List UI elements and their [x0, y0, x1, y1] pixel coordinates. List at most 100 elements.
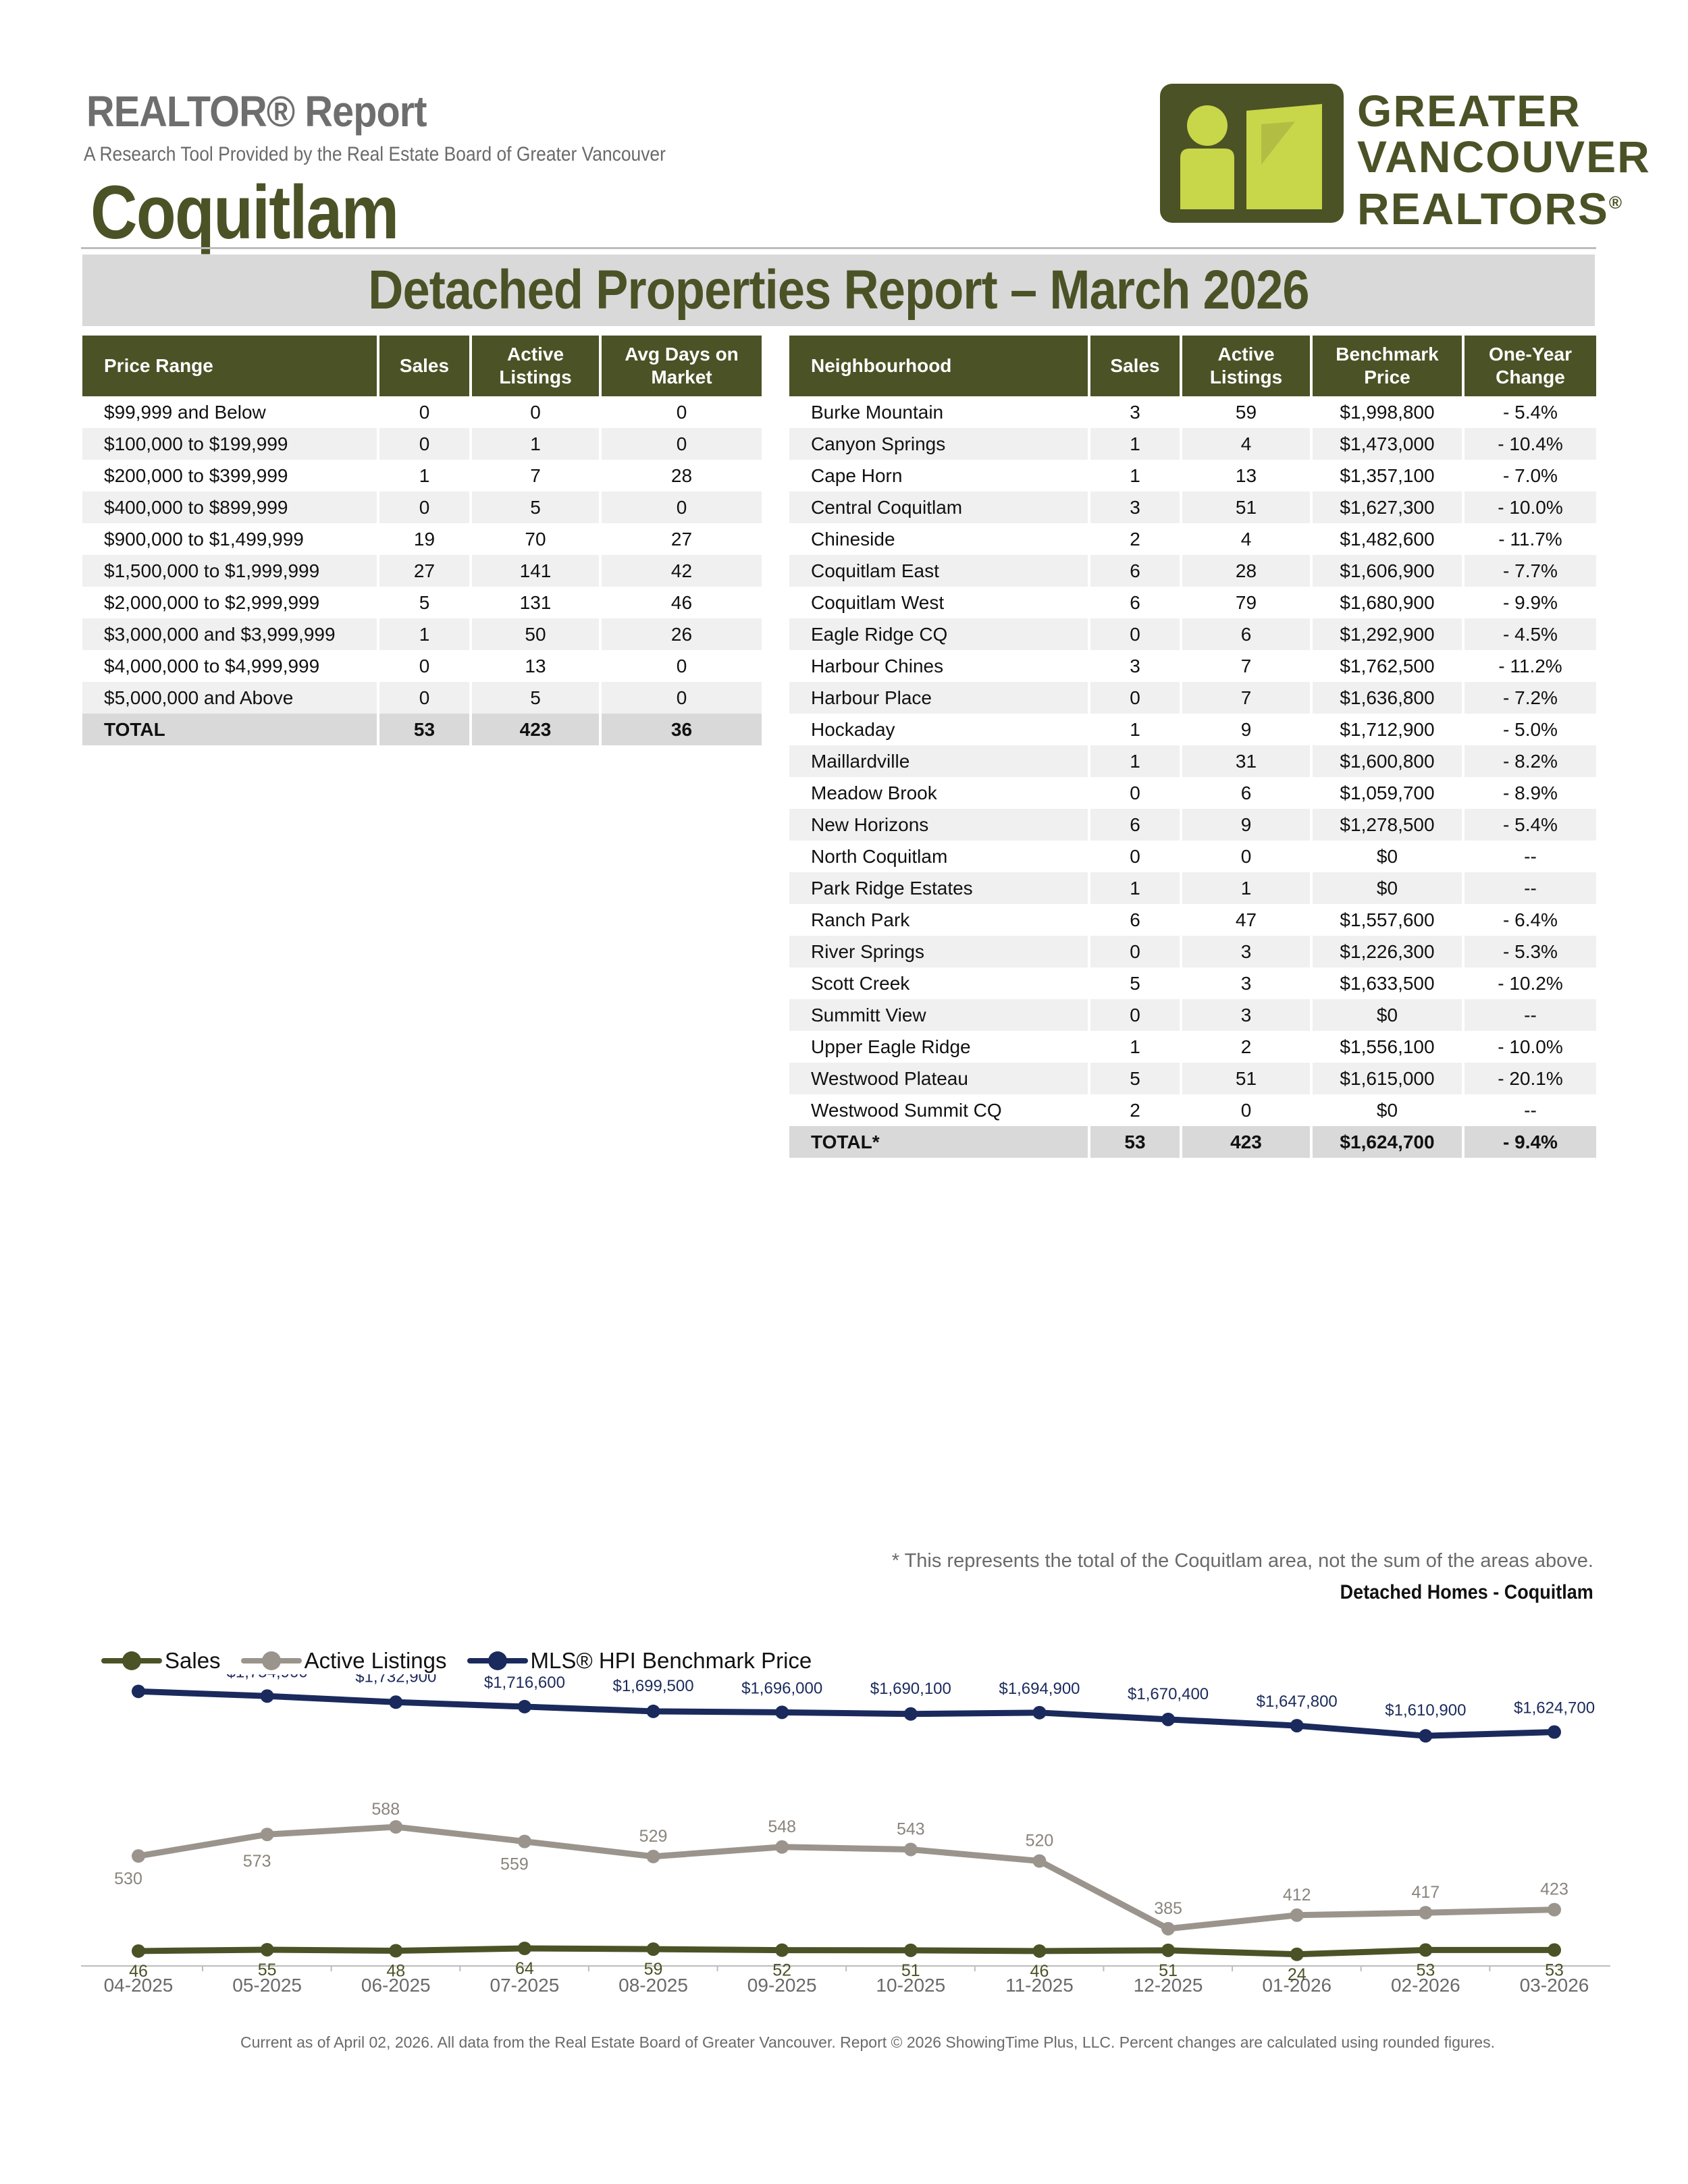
col-avg-days: Avg Days on Market: [600, 336, 762, 396]
data-point-sales: [775, 1943, 789, 1957]
gvr-logo-text: GREATER VANCOUVER REALTORS®: [1357, 88, 1651, 232]
data-label-benchmark-price: $1,754,900: [227, 1674, 308, 1681]
data-point-active-listings: [517, 1834, 531, 1848]
data-label-sales: 51: [1159, 1961, 1178, 1980]
data-point-active-listings: [132, 1849, 145, 1863]
active-listings-cell: 0: [471, 396, 602, 428]
sales-cell: 3: [1089, 650, 1182, 682]
table-row: Summitt View 0 3 $0 --: [789, 999, 1596, 1031]
data-point-sales: [517, 1942, 531, 1955]
neighbourhood-cell: Park Ridge Estates: [789, 872, 1090, 904]
legend-label-active-listings: Active Listings: [304, 1648, 447, 1673]
active-listings-cell: 13: [1181, 460, 1313, 491]
one-year-change-cell: --: [1463, 872, 1596, 904]
total-active-listings-cell: 423: [471, 714, 602, 745]
data-label-active-listings: 412: [1283, 1886, 1311, 1905]
sales-cell: 5: [378, 587, 472, 618]
table-row: $99,999 and Below 0 0 0: [82, 396, 762, 428]
neighbourhood-cell: Harbour Chines: [789, 650, 1090, 682]
one-year-change-cell: - 20.1%: [1463, 1063, 1596, 1094]
data-point-benchmark-price: [903, 1707, 918, 1721]
active-listings-cell: 3: [1181, 936, 1313, 967]
data-label-sales: 51: [901, 1961, 920, 1980]
table-row: Upper Eagle Ridge 1 2 $1,556,100 - 10.0%: [789, 1031, 1596, 1063]
data-point-sales: [646, 1942, 660, 1956]
data-point-benchmark-price: [1548, 1725, 1561, 1739]
price-range-cell: $1,500,000 to $1,999,999: [82, 555, 379, 587]
x-tick-label: 09-2025: [747, 1975, 817, 1996]
x-tick-label: 02-2026: [1391, 1975, 1460, 1996]
neighbourhood-table: Neighbourhood Sales Active Listings Benc…: [789, 336, 1596, 1158]
neighbourhood-cell: Ranch Park: [789, 904, 1090, 936]
price-range-cell: $100,000 to $199,999: [82, 428, 379, 460]
benchmark-price-cell: $1,557,600: [1311, 904, 1465, 936]
sales-cell: 2: [1089, 1094, 1182, 1126]
legend-swatch-active-listings: [240, 1647, 302, 1674]
col-one-year-change: One-Year Change: [1463, 336, 1596, 396]
neighbourhood-cell: North Coquitlam: [789, 841, 1090, 872]
one-year-change-cell: - 5.4%: [1503, 401, 1558, 423]
sales-cell: 1: [378, 618, 472, 650]
legend-label-sales: Sales: [165, 1648, 221, 1673]
avg-days-cell: 27: [670, 528, 693, 550]
neighbourhood-cell: Meadow Brook: [789, 777, 1090, 809]
x-tick-label: 12-2025: [1134, 1975, 1203, 1996]
neighbourhood-table-header: Neighbourhood Sales Active Listings Benc…: [789, 336, 1596, 396]
data-point-active-listings: [1548, 1902, 1561, 1917]
legend-swatch-benchmark-price: [467, 1647, 528, 1674]
avg-days-cell: 28: [670, 464, 693, 486]
sales-cell: 6: [1089, 555, 1182, 587]
legend-swatch-sales: [101, 1647, 162, 1674]
sales-cell: 1: [1089, 1031, 1182, 1063]
avg-days-cell: 42: [600, 555, 762, 587]
sales-cell: 1: [1089, 745, 1182, 777]
data-label-active-listings: 530: [114, 1869, 142, 1888]
logo-line-3: REALTORS: [1357, 184, 1609, 234]
data-label-sales: 46: [1030, 1962, 1049, 1981]
data-label-sales: 48: [386, 1962, 405, 1981]
total-row: TOTAL 53 423 36: [82, 714, 762, 745]
series-line-sales: [135, 1945, 1558, 1958]
data-point-sales: [132, 1944, 145, 1958]
one-year-change-cell: --: [1524, 1099, 1537, 1121]
chart-legend: Sales Active Listings MLS® HPI Benchmark…: [101, 1647, 832, 1674]
data-label-benchmark-price: $1,694,900: [999, 1680, 1080, 1698]
data-label-active-listings: 385: [1154, 1899, 1182, 1918]
data-point-benchmark-price: [646, 1704, 660, 1718]
table-row: $3,000,000 and $3,999,999 1 50 26: [82, 618, 762, 650]
neighbourhood-cell: Summitt View: [789, 999, 1090, 1031]
data-label-sales: 59: [644, 1960, 663, 1979]
active-listings-cell: 79: [1181, 587, 1313, 618]
benchmark-price-cell: $1,712,900: [1311, 714, 1465, 745]
active-listings-cell: 3: [1181, 967, 1313, 999]
one-year-change-cell: - 11.7%: [1498, 528, 1562, 550]
col-sales: Sales: [1089, 336, 1182, 396]
data-point-active-listings: [1419, 1906, 1433, 1920]
table-row: Westwood Plateau 5 51 $1,615,000- 20.1%: [789, 1063, 1596, 1094]
avg-days-cell: 0: [676, 655, 687, 676]
data-point-benchmark-price: [389, 1695, 403, 1709]
sales-cell: 27: [378, 555, 472, 587]
data-point-active-listings: [1290, 1908, 1304, 1922]
report-banner: Detached Properties Report – March 2026: [82, 255, 1595, 326]
data-point-sales: [389, 1944, 403, 1958]
active-listings-cell: 13: [471, 650, 602, 682]
data-point-sales: [1032, 1944, 1047, 1958]
data-point-benchmark-price: [260, 1689, 274, 1703]
table-row: Scott Creek 5 3 $1,633,500 - 10.2%: [789, 967, 1596, 999]
one-year-change-cell: - 8.9%: [1503, 782, 1558, 803]
data-label-sales: 53: [1545, 1961, 1564, 1979]
neighbourhood-cell: Hockaday: [789, 714, 1090, 745]
one-year-change-cell: - 10.2%: [1498, 972, 1563, 994]
sales-cell: 0: [378, 650, 472, 682]
price-range-cell: $3,000,000 and $3,999,999: [82, 618, 379, 650]
active-listings-cell: 3: [1181, 999, 1313, 1031]
banner-title: Detached Properties Report – March 2026: [368, 259, 1309, 321]
sales-cell: 1: [1089, 428, 1182, 460]
active-listings-cell: 7: [1181, 682, 1313, 714]
benchmark-price-cell: $1,292,900: [1311, 618, 1465, 650]
one-year-change-cell: - 4.5%: [1463, 618, 1596, 650]
neighbourhood-cell: Coquitlam East: [789, 555, 1090, 587]
sales-cell: 1: [1089, 714, 1182, 745]
one-year-change-cell: - 5.0%: [1503, 718, 1558, 740]
